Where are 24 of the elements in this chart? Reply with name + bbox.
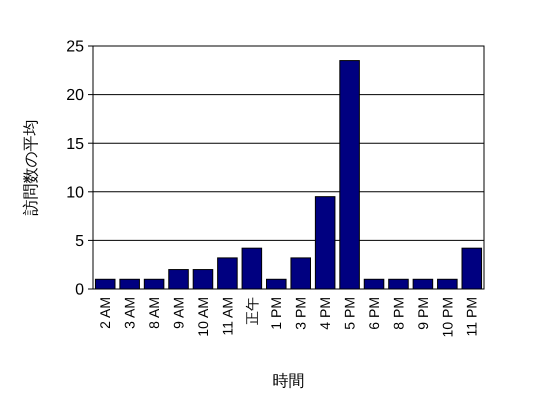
x-tick-label: 11 PM — [464, 297, 480, 336]
y-tick-label: 20 — [66, 87, 84, 104]
y-tick-label: 25 — [66, 38, 84, 56]
x-tick-label: 1 PM — [268, 297, 284, 330]
x-tick-label: 3 AM — [122, 297, 138, 329]
x-tick-label: 8 AM — [146, 297, 162, 329]
x-axis-title: 時間 — [272, 372, 304, 390]
x-tick-label: 3 PM — [292, 297, 309, 330]
x-tick-label: 10 AM — [194, 297, 211, 337]
x-tick-label: 4 PM — [317, 297, 334, 330]
y-tick-label: 10 — [66, 184, 84, 202]
x-tick-label: 正午 — [244, 297, 260, 325]
x-tick-label: 6 PM — [366, 297, 382, 330]
x-tick-label: 9 PM — [414, 297, 431, 330]
x-tick-label: 9 AM — [170, 297, 186, 329]
x-tick-label: 2 AM — [97, 297, 114, 329]
x-tick-label: 11 AM — [219, 297, 236, 336]
x-tick-label: 10 PM — [439, 297, 456, 338]
y-tick-label: 0 — [75, 282, 84, 299]
y-axis-title: 訪問数の平均 — [22, 120, 40, 216]
y-tick-label: 5 — [75, 233, 84, 250]
x-tick-label: 8 PM — [390, 297, 406, 330]
y-tick-label: 15 — [66, 136, 84, 153]
x-tick-label: 5 PM — [341, 297, 358, 330]
